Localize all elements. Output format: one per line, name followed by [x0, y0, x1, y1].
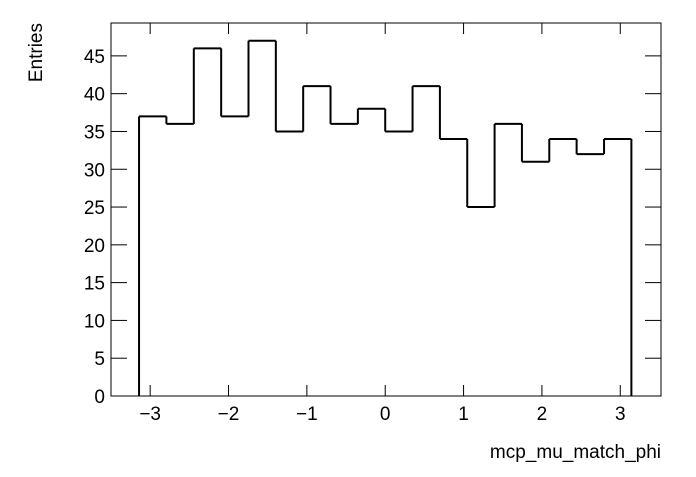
y-tick-label: 35 [84, 122, 105, 143]
x-tick-label: −2 [218, 404, 240, 425]
x-axis-label: mcp_mu_match_phi [490, 442, 661, 463]
x-tick-label: −1 [296, 404, 318, 425]
y-tick-label: 30 [84, 160, 105, 181]
y-tick-label: 10 [84, 311, 105, 332]
bin-edges [138, 40, 633, 396]
y-tick-label: 40 [84, 85, 105, 106]
y-tick-label: 25 [84, 198, 105, 219]
y-axis-label: Entries [26, 23, 47, 82]
x-tick-label: 3 [615, 404, 626, 425]
y-tick-label: 45 [84, 47, 105, 68]
y-tick-label: 0 [94, 387, 105, 408]
x-tick-label: −3 [139, 404, 161, 425]
y-tick-label: 20 [84, 236, 105, 257]
x-tick-label: 1 [458, 404, 469, 425]
y-tick-label: 5 [94, 349, 105, 370]
x-tick-label: 0 [380, 404, 391, 425]
y-tick-label: 15 [84, 274, 105, 295]
x-tick-label: 2 [537, 404, 548, 425]
plot-frame [110, 22, 662, 397]
